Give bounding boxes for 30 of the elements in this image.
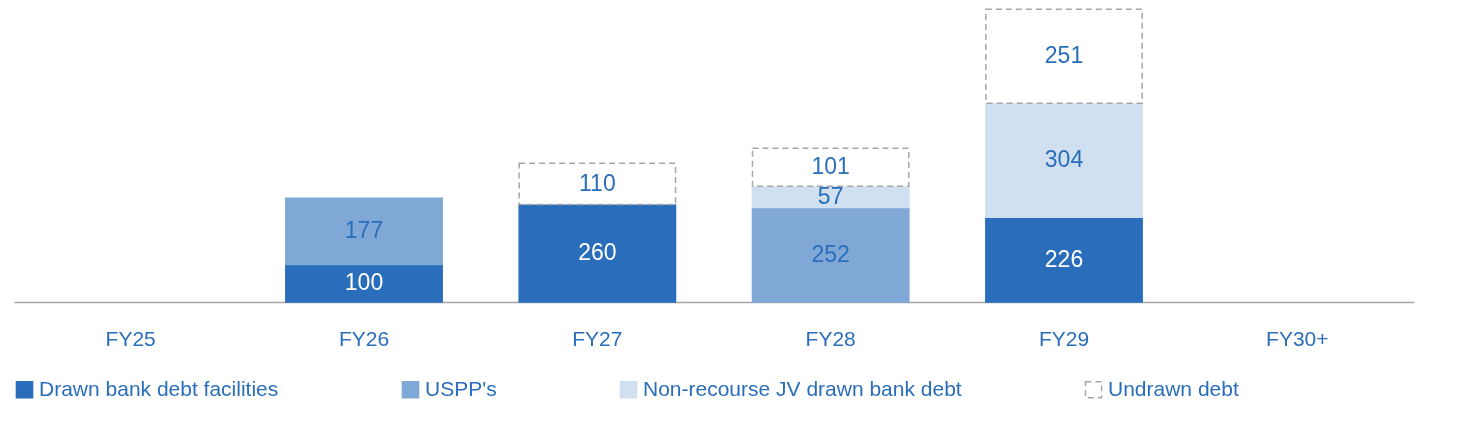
data-label: 177 [344,217,384,244]
bar [518,162,677,206]
bar [751,185,910,209]
x-tick-label: FY25 [105,326,156,350]
data-label: 260 [578,239,617,266]
data-label: 110 [579,169,616,196]
bar [985,8,1143,104]
bar [751,147,910,187]
data-label: 57 [817,182,844,209]
x-tick-label: FY26 [338,326,390,350]
x-tick-label: FY29 [1038,326,1090,350]
legend-label: Drawn bank debt facilities [39,376,279,400]
legend-label: USPP's [425,376,497,400]
bar [518,203,677,303]
data-label: 251 [1044,42,1084,69]
data-label: 100 [344,269,384,296]
data-label: 252 [811,240,850,267]
x-tick-label: FY27 [572,326,623,350]
data-label: 101 [811,153,850,180]
bar [985,216,1143,303]
legend-label: Non-recourse JV drawn bank debt [643,376,962,400]
legend-label: Undrawn debt [1108,376,1239,400]
data-label: 304 [1044,146,1084,173]
x-tick-label: FY30+ [1266,326,1329,350]
data-label: 226 [1044,245,1084,272]
bar [985,102,1143,218]
bar [285,197,443,266]
bar [285,263,443,303]
bar [751,206,910,303]
x-tick-label: FY28 [805,326,856,350]
